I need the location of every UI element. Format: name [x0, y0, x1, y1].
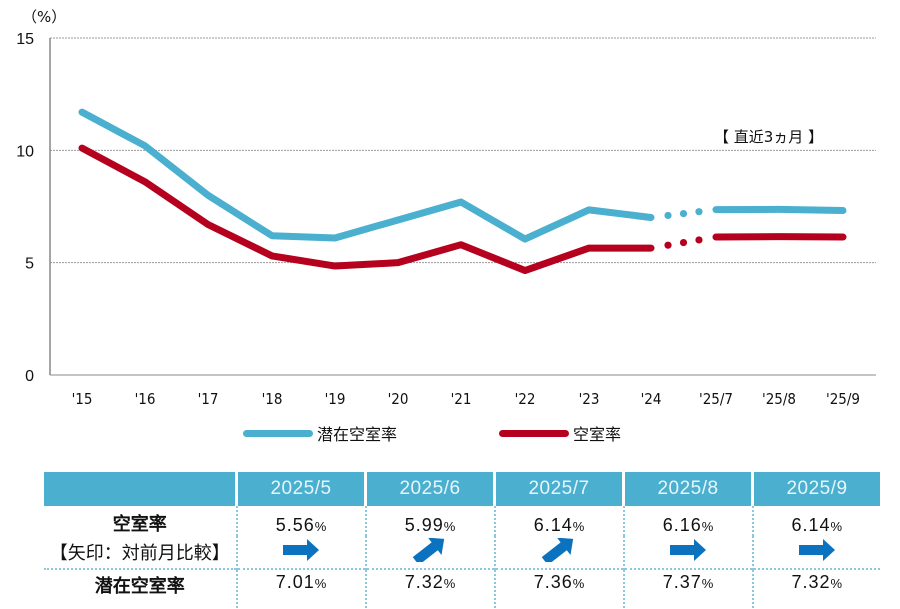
- series-connector-dot: [679, 238, 688, 247]
- x-tick-label: '25/8: [762, 390, 796, 408]
- x-tick-label: '17: [198, 390, 219, 408]
- arrow-up-right-icon: [541, 537, 574, 562]
- potential-cell: 7.32%: [364, 568, 495, 608]
- table-corner: [44, 472, 237, 506]
- series-line-recent: [712, 205, 847, 215]
- legend-vacancy-swatch: [499, 429, 569, 437]
- arrow-right-icon: [670, 538, 706, 561]
- series-connector-dot: [664, 211, 672, 220]
- series-connector-dot: [664, 241, 672, 249]
- arrow-cell: [493, 536, 624, 569]
- line-chart: （%） 0 5 10 15 '15 '16 '17 '18 '19 '20 '21 '22 '23 '2…: [16, 8, 876, 408]
- arrow-shape: [670, 538, 706, 561]
- arrow-cell: [235, 536, 366, 569]
- legend-vacancy: 空室率: [499, 421, 621, 445]
- x-tick-label: '15: [72, 390, 93, 408]
- column-header: 2025/7: [493, 472, 624, 506]
- row-label-arrow: 【矢印：対前月比較】: [49, 543, 230, 563]
- table-row-vacancy: 空室率 5.56% 5.99% 6.14% 6.16% 6.14%: [44, 506, 880, 536]
- vacancy-cell: 5.56%: [235, 506, 366, 536]
- potential-cell: 7.01%: [235, 568, 366, 608]
- y-tick-label: 15: [16, 31, 34, 48]
- potential-cell: 7.36%: [493, 568, 624, 608]
- arrow-right-icon: [798, 538, 835, 561]
- series-connector-dot: [695, 236, 703, 244]
- arrow-cell: [622, 536, 753, 569]
- vacancy-cell: 5.99%: [364, 506, 495, 536]
- series-vacancy: [78, 144, 847, 275]
- y-tick-label: 10: [16, 143, 34, 160]
- series-potential-vacancy: [78, 108, 847, 243]
- arrow-shape: [541, 537, 574, 562]
- arrow-right-icon: [283, 538, 319, 561]
- series-line-historical: [78, 108, 655, 243]
- legend-potential-label: 潜在空室率: [317, 425, 398, 444]
- legend-potential: 潜在空室率: [243, 421, 397, 445]
- summary-table: 2025/5 2025/6 2025/7 2025/8 2025/9 空室率 5…: [44, 472, 880, 608]
- vacancy-cell: 6.14%: [493, 506, 624, 536]
- table-row-potential: 潜在空室率 7.01% 7.32% 7.36% 7.37% 7.32%: [44, 568, 880, 608]
- arrow-up-right-icon: [412, 537, 445, 562]
- x-tick-label: '16: [135, 390, 156, 408]
- arrow-shape: [798, 538, 835, 561]
- x-tick-label: '25/7: [699, 390, 733, 408]
- series-connector-dot: [695, 208, 703, 216]
- potential-cell: 7.37%: [622, 568, 753, 608]
- series-connector-dot: [679, 209, 688, 218]
- column-header: 2025/5: [235, 472, 366, 506]
- arrow-shape: [283, 538, 319, 561]
- x-tick-label: '22: [515, 390, 536, 408]
- arrow-shape: [412, 537, 445, 562]
- column-header: 2025/8: [622, 472, 753, 506]
- column-header: 2025/6: [364, 472, 495, 506]
- y-unit-label: （%）: [22, 8, 66, 26]
- vacancy-cell: 6.14%: [751, 506, 880, 536]
- x-tick-label: '20: [388, 390, 409, 408]
- arrow-cell: [364, 536, 495, 569]
- x-tick-label: '19: [325, 390, 346, 408]
- vacancy-cell: 6.16%: [622, 506, 753, 536]
- recent-months-note: 【 直近3ヵ月 】: [714, 128, 823, 146]
- row-label-potential: 潜在空室率: [44, 568, 237, 608]
- x-tick-label: '21: [451, 390, 472, 408]
- x-tick-label: '24: [641, 390, 662, 408]
- arrow-cell: [751, 536, 880, 569]
- x-tick-label: '23: [579, 390, 600, 408]
- row-label-vacancy: 空室率: [112, 514, 167, 534]
- y-tick-label: 0: [25, 368, 34, 385]
- x-tick-label: '25/9: [826, 390, 860, 408]
- legend-vacancy-label: 空室率: [573, 425, 622, 444]
- column-header: 2025/9: [751, 472, 880, 506]
- table-row-arrows: 【矢印：対前月比較】: [44, 536, 880, 569]
- y-tick-label: 5: [25, 256, 34, 273]
- legend-potential-swatch: [243, 429, 313, 437]
- potential-cell: 7.32%: [751, 568, 880, 608]
- series-line-historical: [78, 144, 655, 275]
- x-tick-label: '18: [262, 390, 283, 408]
